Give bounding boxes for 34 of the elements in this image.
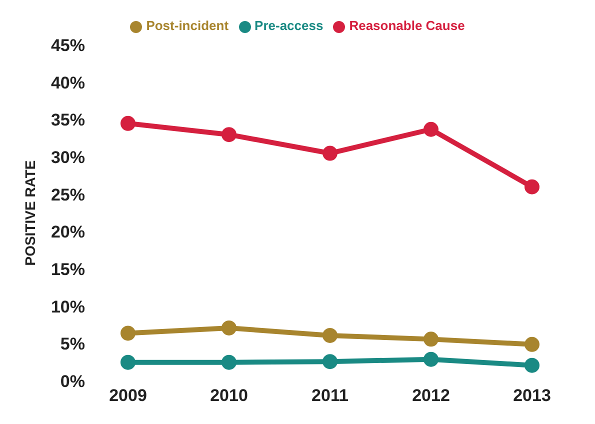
point <box>524 336 540 352</box>
y-tick-label: 15% <box>50 260 85 280</box>
point <box>322 146 338 161</box>
x-tick-label: 2009 <box>109 386 147 406</box>
x-tick-label: 2010 <box>210 386 248 406</box>
y-axis-title: POSITIVE RATE <box>22 160 38 266</box>
x-tick-label: 2013 <box>513 386 551 406</box>
point <box>424 352 438 367</box>
y-tick-label: 0% <box>60 372 85 392</box>
y-tick-label: 25% <box>50 185 85 204</box>
point <box>222 354 236 370</box>
point <box>222 127 236 142</box>
legend-label: Reasonable Cause <box>349 18 465 33</box>
point <box>424 332 438 347</box>
x-tick-label: 2011 <box>312 386 348 406</box>
legend-label: Post-incident <box>146 18 229 33</box>
point <box>322 328 338 343</box>
x-tick-label: 2012 <box>412 386 450 406</box>
point <box>120 116 136 131</box>
point <box>524 358 540 373</box>
point <box>120 354 136 370</box>
point <box>120 326 136 341</box>
point <box>222 320 236 336</box>
y-tick-label: 30% <box>50 148 85 168</box>
legend-label: Pre-access <box>254 18 324 33</box>
y-tick-label: 40% <box>50 73 85 92</box>
y-tick-label: 20% <box>50 222 85 242</box>
point <box>524 179 540 194</box>
y-tick-label: 45% <box>50 36 85 56</box>
y-tick-label: 5% <box>60 334 85 354</box>
y-tick-label: 35% <box>50 110 85 130</box>
point <box>322 354 338 370</box>
y-tick-label: 10% <box>50 297 85 316</box>
point <box>424 122 438 137</box>
